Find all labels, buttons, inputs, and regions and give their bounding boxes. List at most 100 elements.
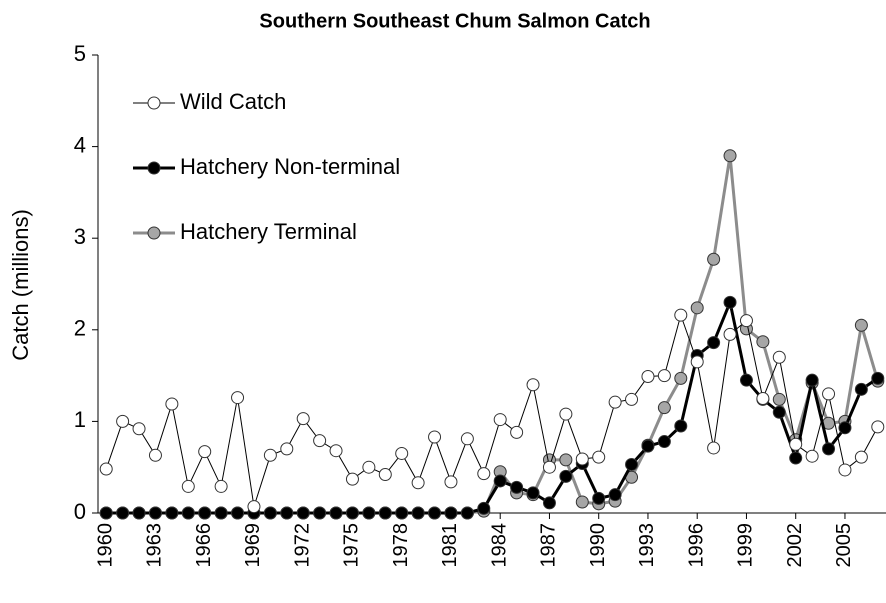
data-point [674, 308, 688, 322]
data-point [592, 491, 606, 505]
data-point [756, 392, 770, 405]
x-tick-label: 1984 [488, 523, 510, 568]
data-point [148, 448, 162, 462]
data-point [313, 434, 327, 448]
data-point [657, 435, 671, 449]
data-point [296, 506, 310, 520]
data-point [739, 373, 753, 387]
data-point [214, 506, 228, 520]
data-point [625, 457, 639, 471]
data-point [707, 441, 721, 455]
x-tick-label: 1975 [341, 523, 363, 568]
data-point [116, 414, 130, 428]
data-point [181, 506, 195, 520]
chart-title: Southern Southeast Chum Salmon Catch [259, 10, 650, 32]
data-point [575, 452, 589, 466]
data-point [181, 479, 195, 493]
data-point [378, 468, 392, 482]
data-point [460, 506, 474, 520]
data-point [871, 420, 885, 434]
data-point [395, 506, 409, 520]
x-tick-label: 1990 [587, 523, 609, 568]
data-point [231, 506, 245, 520]
data-point [493, 413, 507, 427]
data-point [132, 506, 146, 520]
data-point [871, 371, 885, 385]
x-tick-label: 1999 [735, 523, 757, 568]
data-point [542, 496, 556, 510]
y-tick-label: 2 [74, 316, 86, 341]
data-point [838, 421, 852, 435]
data-point [99, 462, 113, 476]
data-point [362, 460, 376, 474]
data-point [542, 460, 556, 474]
data-point [559, 469, 573, 483]
data-point [477, 467, 491, 481]
data-point [641, 370, 655, 384]
data-point [280, 442, 294, 456]
data-point [592, 450, 606, 464]
data-point [444, 506, 458, 520]
data-point [428, 506, 442, 520]
legend-marker [147, 161, 161, 175]
x-tick-label: 1966 [193, 523, 215, 568]
data-point [345, 506, 359, 520]
data-point [772, 392, 786, 406]
data-point [362, 506, 376, 520]
data-point [280, 506, 294, 520]
series-line [106, 155, 880, 515]
data-point [608, 488, 622, 502]
data-point [165, 397, 179, 411]
legend-label: Wild Catch [180, 89, 286, 114]
data-point [641, 439, 655, 453]
data-point [214, 479, 228, 493]
x-tick-label: 1996 [685, 523, 707, 568]
data-point [510, 425, 524, 439]
x-tick-label: 2005 [833, 523, 855, 568]
data-point [296, 412, 310, 426]
data-point [411, 506, 425, 520]
y-tick-label: 4 [74, 132, 86, 157]
data-point [723, 327, 737, 341]
data-point [559, 407, 573, 421]
data-point [822, 442, 836, 456]
data-point [231, 391, 245, 405]
x-tick-label: 1969 [242, 523, 264, 568]
data-point [345, 472, 359, 486]
data-point [99, 506, 113, 520]
x-tick-label: 1963 [144, 523, 166, 568]
data-point [674, 371, 688, 385]
data-point [510, 480, 524, 494]
x-tick-label: 2002 [784, 523, 806, 568]
data-point [247, 500, 261, 514]
data-point [477, 501, 491, 515]
x-tick-label: 1972 [291, 523, 313, 568]
data-point [165, 506, 179, 520]
data-point [526, 486, 540, 500]
data-point [657, 401, 671, 415]
data-point [707, 336, 721, 350]
data-point [690, 301, 704, 315]
data-point [444, 475, 458, 489]
data-point [772, 405, 786, 419]
x-tick-label: 1960 [94, 523, 116, 568]
data-point [395, 446, 409, 460]
x-tick-label: 1987 [538, 523, 560, 568]
data-point [690, 355, 704, 369]
data-point [132, 422, 146, 436]
x-tick-label: 1993 [636, 523, 658, 568]
data-point [657, 369, 671, 383]
data-point [575, 495, 589, 509]
x-tick-label: 1978 [390, 523, 412, 568]
data-point [411, 476, 425, 490]
data-point [854, 450, 868, 464]
data-point [428, 430, 442, 444]
y-tick-label: 5 [74, 41, 86, 66]
data-point [723, 295, 737, 309]
data-point [263, 448, 277, 462]
data-point [329, 506, 343, 520]
data-point [625, 392, 639, 406]
y-tick-label: 0 [74, 499, 86, 524]
data-point [674, 419, 688, 433]
data-point [559, 453, 573, 467]
